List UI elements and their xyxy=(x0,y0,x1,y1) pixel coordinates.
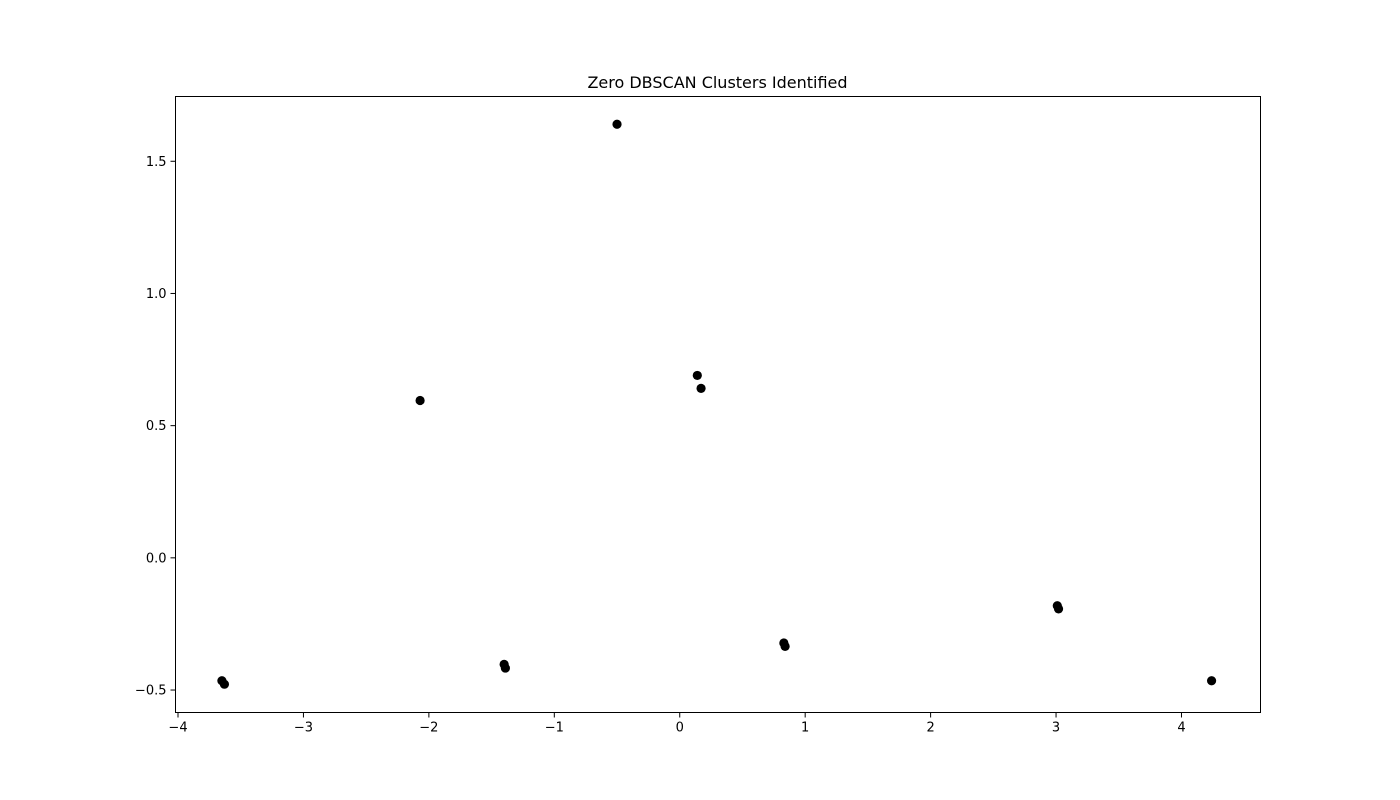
scatter-point xyxy=(415,395,425,406)
x-tick-label: −2 xyxy=(419,721,438,736)
y-tick-label: −0.5 xyxy=(135,684,167,699)
x-tick-label: −3 xyxy=(294,721,313,736)
x-tick-label: 4 xyxy=(1177,721,1185,736)
x-tick-label: 1 xyxy=(801,721,809,736)
x-tick-label: 2 xyxy=(926,721,934,736)
y-tick-label: 0.5 xyxy=(146,419,167,434)
scatter-point xyxy=(1206,676,1217,686)
scatter-point xyxy=(692,370,702,381)
scatter-point xyxy=(696,383,706,393)
scatter-point xyxy=(219,679,230,689)
scatter-point xyxy=(612,119,622,129)
x-tick-label: 3 xyxy=(1052,721,1060,736)
y-tick-label: 1.5 xyxy=(146,155,167,170)
scatter-point xyxy=(500,663,510,673)
chart-title: Zero DBSCAN Clusters Identified xyxy=(587,73,847,92)
y-axis: −0.5 0.0 0.5 1.0 1.5 xyxy=(135,155,176,699)
x-axis: −4 −3 −2 −1 0 1 2 3 4 xyxy=(168,712,1186,736)
scatter-point xyxy=(780,641,790,652)
plot-area xyxy=(175,96,1261,713)
x-tick-label: 0 xyxy=(676,721,684,736)
x-tick-label: −1 xyxy=(545,721,564,736)
y-tick-label: 0.0 xyxy=(146,551,167,566)
y-tick-label: 1.0 xyxy=(146,287,167,302)
data-points xyxy=(217,119,1217,689)
scatter-point xyxy=(1053,604,1064,614)
x-tick-label: −4 xyxy=(168,721,187,736)
